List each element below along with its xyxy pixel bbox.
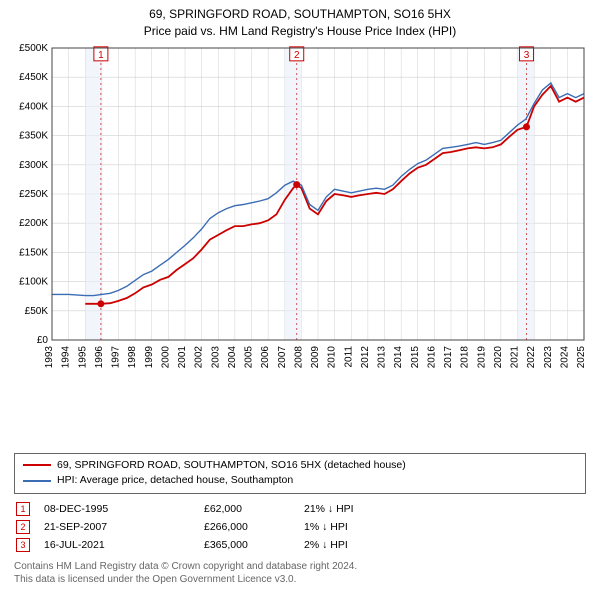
chart-container: 69, SPRINGFORD ROAD, SOUTHAMPTON, SO16 5… <box>0 0 600 590</box>
callout-price: £62,000 <box>204 503 304 515</box>
callout-num-box: 3 <box>16 538 30 552</box>
legend-item-1: HPI: Average price, detached house, Sout… <box>23 473 577 489</box>
svg-text:2014: 2014 <box>393 345 404 368</box>
svg-text:1996: 1996 <box>94 345 105 368</box>
svg-text:2003: 2003 <box>210 345 221 368</box>
callout-row-2: 2 21-SEP-2007£266,0001% ↓ HPI <box>14 518 586 536</box>
svg-text:2000: 2000 <box>160 345 171 368</box>
svg-text:£150K: £150K <box>19 247 48 258</box>
svg-text:£50K: £50K <box>25 305 49 316</box>
callout-delta: 21% ↓ HPI <box>304 503 424 515</box>
svg-text:2: 2 <box>294 49 300 60</box>
legend-label: 69, SPRINGFORD ROAD, SOUTHAMPTON, SO16 5… <box>57 458 406 474</box>
svg-text:2002: 2002 <box>194 345 205 368</box>
svg-text:£250K: £250K <box>19 189 48 200</box>
svg-text:1998: 1998 <box>127 345 138 368</box>
svg-text:2019: 2019 <box>476 345 487 368</box>
svg-text:2025: 2025 <box>576 345 587 368</box>
footer-line-2: This data is licensed under the Open Gov… <box>14 573 586 586</box>
legend-item-0: 69, SPRINGFORD ROAD, SOUTHAMPTON, SO16 5… <box>23 458 577 474</box>
svg-text:1993: 1993 <box>44 345 55 368</box>
callout-price: £266,000 <box>204 521 304 533</box>
svg-text:2008: 2008 <box>293 345 304 368</box>
legend-box: 69, SPRINGFORD ROAD, SOUTHAMPTON, SO16 5… <box>14 453 586 495</box>
svg-text:2023: 2023 <box>543 345 554 368</box>
svg-text:1: 1 <box>98 49 104 60</box>
svg-text:2011: 2011 <box>343 345 354 367</box>
callout-delta: 2% ↓ HPI <box>304 539 424 551</box>
chart-title-block: 69, SPRINGFORD ROAD, SOUTHAMPTON, SO16 5… <box>10 6 590 40</box>
svg-text:£500K: £500K <box>19 43 48 54</box>
marker-dot-3 <box>523 123 530 130</box>
callout-num-box: 1 <box>16 502 30 516</box>
footer-attribution: Contains HM Land Registry data © Crown c… <box>14 560 586 586</box>
svg-text:2020: 2020 <box>493 345 504 368</box>
legend-swatch <box>23 464 51 466</box>
title-line-1: 69, SPRINGFORD ROAD, SOUTHAMPTON, SO16 5… <box>10 6 590 23</box>
callout-date: 08-DEC-1995 <box>44 503 204 515</box>
svg-text:1997: 1997 <box>111 345 122 368</box>
footer-line-1: Contains HM Land Registry data © Crown c… <box>14 560 586 573</box>
svg-text:2013: 2013 <box>377 345 388 368</box>
svg-text:£450K: £450K <box>19 72 48 83</box>
callout-price: £365,000 <box>204 539 304 551</box>
marker-dot-2 <box>293 181 300 188</box>
callout-row-1: 1 08-DEC-1995£62,00021% ↓ HPI <box>14 500 586 518</box>
chart-area: £0 £50K £100K £150K £200K £250K £300K £350K £400… <box>10 42 590 447</box>
svg-text:2009: 2009 <box>310 345 321 368</box>
callout-delta: 1% ↓ HPI <box>304 521 424 533</box>
svg-text:3: 3 <box>524 49 530 60</box>
svg-text:2005: 2005 <box>244 345 255 368</box>
svg-text:1999: 1999 <box>144 345 155 368</box>
marker-dot-1 <box>97 300 104 307</box>
callout-date: 16-JUL-2021 <box>44 539 204 551</box>
svg-text:2016: 2016 <box>426 345 437 368</box>
svg-text:2024: 2024 <box>559 345 570 368</box>
svg-text:2017: 2017 <box>443 345 454 368</box>
svg-text:£300K: £300K <box>19 159 48 170</box>
callout-date: 21-SEP-2007 <box>44 521 204 533</box>
callout-num-box: 2 <box>16 520 30 534</box>
svg-text:1994: 1994 <box>61 345 72 368</box>
svg-text:2007: 2007 <box>277 345 288 368</box>
callouts-table: 1 08-DEC-1995£62,00021% ↓ HPI 2 21-SEP-2007… <box>14 500 586 554</box>
svg-text:1995: 1995 <box>77 345 88 368</box>
svg-text:£400K: £400K <box>19 101 48 112</box>
callout-row-3: 3 16-JUL-2021£365,0002% ↓ HPI <box>14 536 586 554</box>
legend-label: HPI: Average price, detached house, Sout… <box>57 473 293 489</box>
svg-text:2021: 2021 <box>510 345 521 368</box>
svg-text:£100K: £100K <box>19 276 48 287</box>
svg-text:£350K: £350K <box>19 130 48 141</box>
svg-text:2001: 2001 <box>177 345 188 368</box>
svg-text:£200K: £200K <box>19 218 48 229</box>
svg-text:2004: 2004 <box>227 345 238 368</box>
svg-text:2018: 2018 <box>460 345 471 368</box>
svg-text:2010: 2010 <box>327 345 338 368</box>
svg-text:£0: £0 <box>37 335 49 346</box>
legend-swatch <box>23 480 51 482</box>
title-line-2: Price paid vs. HM Land Registry's House … <box>10 23 590 40</box>
chart-svg: £0 £50K £100K £150K £200K £250K £300K £350K £400… <box>10 42 590 382</box>
svg-text:2006: 2006 <box>260 345 271 368</box>
svg-text:2012: 2012 <box>360 345 371 368</box>
svg-text:2015: 2015 <box>410 345 421 368</box>
svg-text:2022: 2022 <box>526 345 537 368</box>
